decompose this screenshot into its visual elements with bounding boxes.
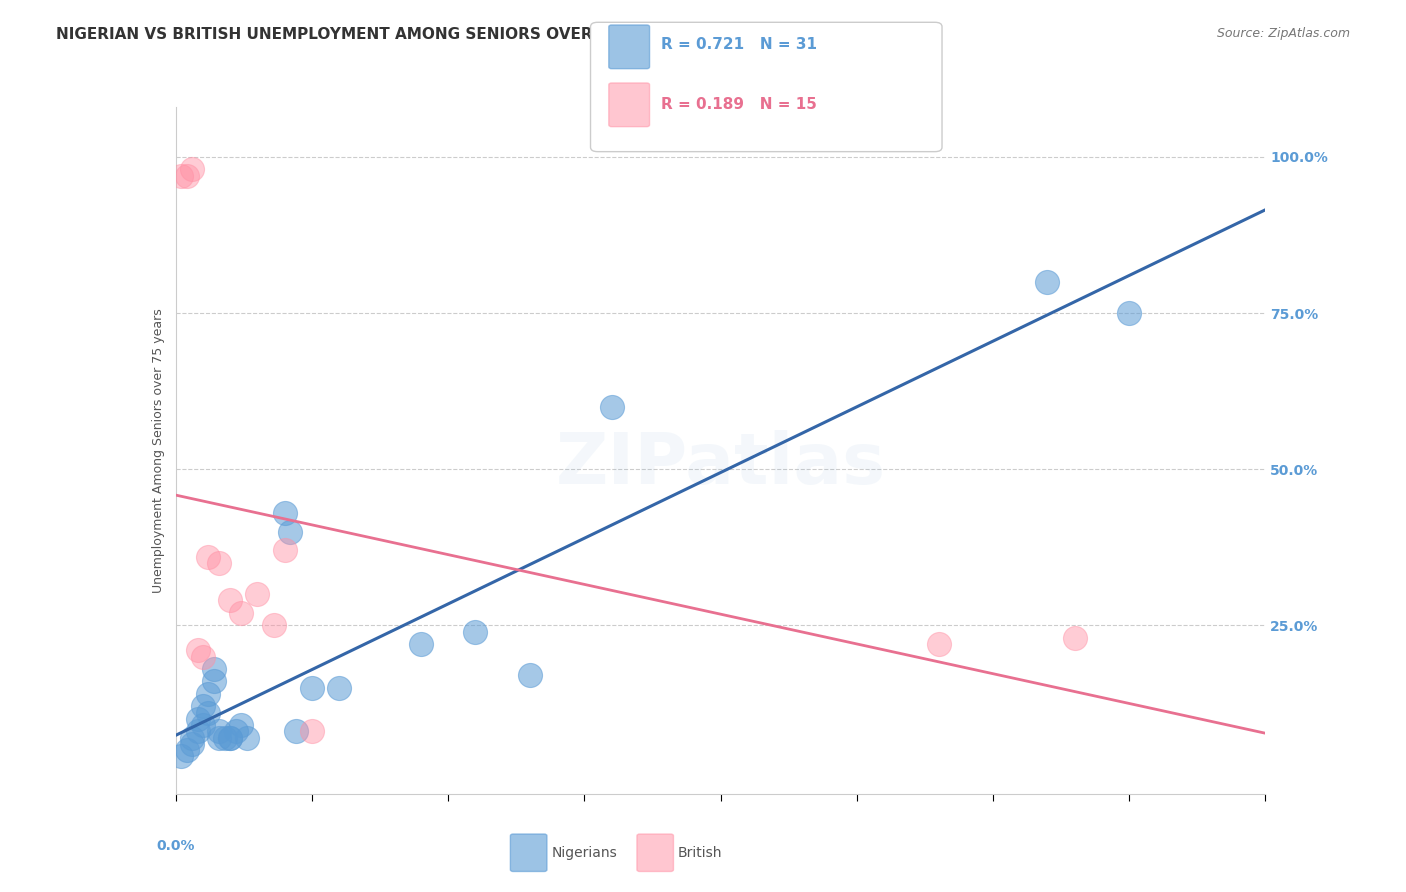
- Point: [208, 724, 231, 739]
- Point: [301, 681, 323, 695]
- Point: [1118, 306, 1140, 320]
- Text: NIGERIAN VS BRITISH UNEMPLOYMENT AMONG SENIORS OVER 75 YEARS CORRELATION CHART: NIGERIAN VS BRITISH UNEMPLOYMENT AMONG S…: [56, 27, 869, 42]
- Point: [208, 556, 231, 570]
- Point: [464, 624, 486, 639]
- Point: [176, 169, 198, 183]
- Point: [328, 681, 350, 695]
- Point: [186, 724, 209, 739]
- Text: R = 0.721   N = 31: R = 0.721 N = 31: [661, 37, 817, 52]
- Point: [225, 724, 247, 739]
- Text: Source: ZipAtlas.com: Source: ZipAtlas.com: [1216, 27, 1350, 40]
- Point: [214, 731, 236, 745]
- Point: [278, 524, 301, 539]
- Point: [186, 643, 209, 657]
- Point: [208, 731, 231, 745]
- Point: [274, 543, 297, 558]
- Point: [202, 662, 225, 676]
- Point: [197, 549, 219, 564]
- Point: [1036, 275, 1059, 289]
- Point: [301, 724, 323, 739]
- Point: [202, 674, 225, 689]
- Point: [181, 737, 204, 751]
- Point: [181, 162, 204, 177]
- Point: [197, 706, 219, 720]
- Point: [231, 718, 253, 732]
- Point: [235, 731, 257, 745]
- Text: R = 0.189   N = 15: R = 0.189 N = 15: [661, 97, 817, 112]
- Text: 0.0%: 0.0%: [156, 838, 195, 853]
- Point: [600, 400, 623, 414]
- Point: [219, 731, 242, 745]
- Point: [928, 637, 950, 651]
- Point: [219, 593, 242, 607]
- Point: [246, 587, 269, 601]
- Point: [409, 637, 432, 651]
- Point: [519, 668, 541, 682]
- Point: [170, 749, 193, 764]
- Point: [231, 606, 253, 620]
- Point: [197, 687, 219, 701]
- Point: [186, 712, 209, 726]
- Point: [191, 699, 214, 714]
- Point: [191, 649, 214, 664]
- Point: [181, 731, 204, 745]
- Point: [219, 731, 242, 745]
- Point: [284, 724, 307, 739]
- Point: [176, 743, 198, 757]
- Point: [263, 618, 285, 632]
- Point: [274, 506, 297, 520]
- Text: British: British: [678, 846, 723, 860]
- Text: Nigerians: Nigerians: [551, 846, 617, 860]
- Text: ZIPatlas: ZIPatlas: [555, 430, 886, 499]
- Y-axis label: Unemployment Among Seniors over 75 years: Unemployment Among Seniors over 75 years: [152, 308, 165, 593]
- Point: [191, 718, 214, 732]
- Point: [170, 169, 193, 183]
- Point: [1063, 631, 1085, 645]
